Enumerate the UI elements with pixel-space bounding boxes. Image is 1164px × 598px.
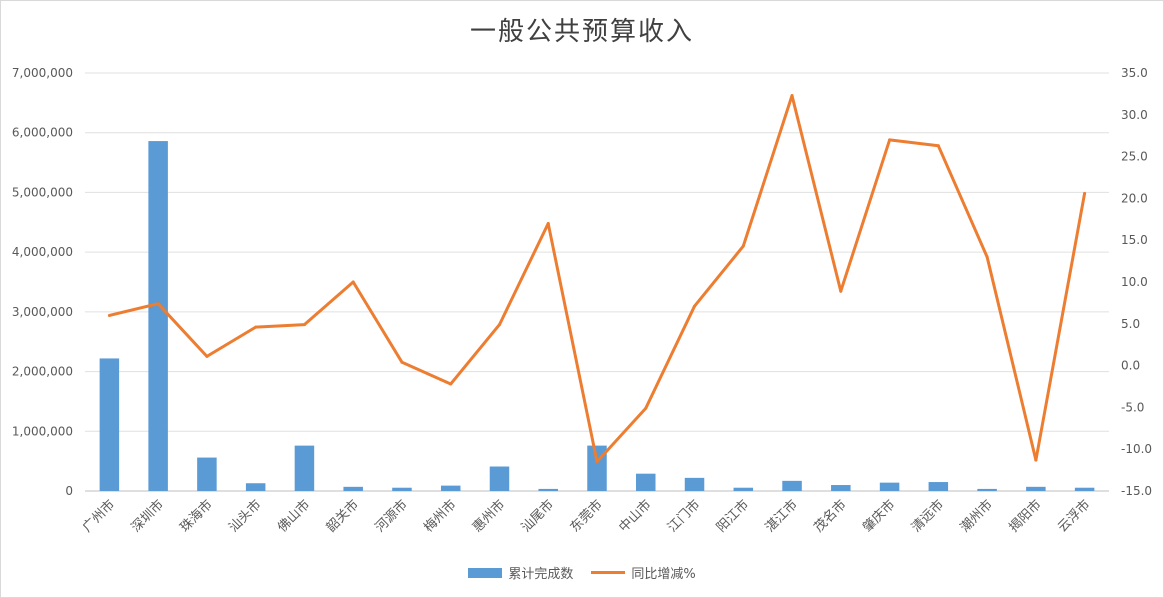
x-category-label: 潮州市 [957,497,996,536]
chart-title: 一般公共预算收入 [469,17,694,47]
line-point [205,354,209,358]
y-left-tick-label: 2,000,000 [12,365,73,379]
legend-swatch-bar [468,567,503,578]
bar [197,457,217,491]
bar [977,488,997,491]
x-category-label: 惠州市 [469,497,508,536]
x-category-label: 梅州市 [421,497,460,536]
legend-label-bar: 累计完成数 [508,567,574,582]
x-category-label: 东莞市 [567,497,606,536]
line-point [839,289,843,293]
y-left-tick-label: 6,000,000 [12,126,73,140]
x-category-label: 清远市 [908,497,947,536]
bar [928,482,949,491]
y-left-tick-label: 3,000,000 [12,305,73,319]
line-point [156,302,160,306]
bar [636,473,656,491]
y-right-tick-label: 30.0 [1121,108,1148,122]
line-point [1034,458,1038,462]
x-category-label: 云浮市 [1055,497,1094,536]
bar [440,485,461,491]
y-left-tick-label: 4,000,000 [12,245,73,259]
y-right-tick-label: 20.0 [1121,191,1148,205]
x-category-label: 肇庆市 [859,497,898,536]
x-category-label: 佛山市 [274,497,313,536]
bar [879,482,900,491]
y-left-tick-label: 1,000,000 [12,424,73,438]
legend-label-line: 同比增减% [631,567,696,582]
line-point [449,382,453,386]
line-point [302,323,306,327]
x-category-label: 湛江市 [762,497,801,536]
x-category-label: 汕头市 [226,497,265,536]
y-right-tick-label: -5.0 [1121,400,1144,414]
bar [99,358,120,491]
bar [733,487,754,491]
line-point [254,325,258,329]
y-right-tick-label: 25.0 [1121,150,1148,164]
x-category-label: 江门市 [664,497,703,536]
bar [538,488,558,491]
line-series [109,94,1087,464]
chart-legend: 累计完成数 同比增减% [1,563,1163,582]
bar [782,480,802,491]
bar [294,445,315,491]
bar [684,477,705,491]
x-category-label: 揭阳市 [1006,497,1045,536]
legend-item-bar: 累计完成数 [468,563,573,582]
x-category-label: 阳江市 [713,497,752,536]
line-point [546,221,550,225]
legend-item-line: 同比增减% [591,563,696,582]
x-category-label: 深圳市 [128,497,167,536]
y-right-tick-label: -10.0 [1121,442,1152,456]
x-category-label: 茂名市 [811,497,850,536]
x-category-label: 韶关市 [323,497,362,536]
bar [245,483,266,491]
y-left-tick-label: 5,000,000 [12,185,73,199]
line-point [107,313,111,317]
bar [392,487,412,491]
y-right-tick-label: 5.0 [1121,317,1140,331]
line-point [985,255,989,259]
line-point [351,280,355,284]
line-point [595,460,599,464]
x-category-label: 广州市 [79,497,118,536]
bar [148,141,168,491]
y-right-tick-label: 15.0 [1121,233,1148,247]
y-right-tick-label: 0.0 [1121,359,1140,373]
line-point [400,360,404,364]
line-point [1083,191,1087,195]
y-right-tick-label: 10.0 [1121,275,1148,289]
line-point [693,304,697,308]
bar [1026,486,1046,491]
bar [831,485,851,491]
bar [343,486,363,491]
line-point [644,406,648,410]
legend-swatch-line [591,571,626,574]
line-point [741,244,745,248]
bar [1074,487,1095,491]
line-point [936,144,940,148]
y-right-tick-label: 35.0 [1121,66,1148,80]
y-left-tick-label: 7,000,000 [12,66,73,80]
x-category-label: 中山市 [616,497,655,536]
line-point [888,138,892,142]
x-category-label: 珠海市 [177,497,216,536]
line-point [790,94,794,98]
x-category-label: 河源市 [372,497,411,536]
line-point [497,323,501,327]
y-left-tick-label: 0 [65,484,73,498]
bar [489,466,510,491]
x-category-label: 汕尾市 [518,497,557,536]
y-right-tick-label: -15.0 [1121,484,1152,498]
